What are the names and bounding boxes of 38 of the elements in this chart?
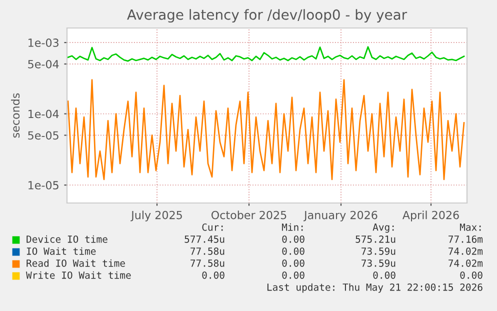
legend-label: Device IO time: [26, 235, 108, 243]
text: 77.16m: [448, 235, 483, 243]
text: Last update: Thu May 21 22:00:15 2026: [267, 283, 482, 293]
text: 77.58u: [190, 259, 224, 267]
legend-label: IO Wait time: [26, 247, 96, 255]
y-tick-label: 1e-03: [28, 38, 58, 47]
line-series: [67, 79, 465, 180]
text: 74.02m: [448, 247, 483, 255]
x-tick-label: July 2025: [130, 210, 182, 222]
chart-title: Average latency for /dev/loop0 - by year: [127, 9, 408, 23]
text: 575.21u: [356, 235, 396, 243]
text: Min:: [282, 223, 303, 231]
text: 73.59u: [362, 247, 396, 255]
text: 0.00: [373, 271, 396, 279]
text: 0.00: [202, 271, 224, 279]
legend-label: Read IO Wait time: [26, 259, 125, 267]
y-tick-label: 1e-05: [28, 181, 58, 190]
text: 74.02m: [448, 259, 483, 267]
text: 0.00: [282, 259, 304, 267]
text: 0.00: [460, 271, 482, 279]
y-tick-label: 5e-05: [28, 131, 58, 140]
legend-label: Write IO Wait time: [26, 271, 131, 279]
x-tick-label: April 2026: [402, 210, 459, 222]
text: Cur:: [202, 223, 223, 231]
x-tick-label: October 2025: [211, 210, 286, 220]
text: 73.59u: [362, 259, 396, 267]
x-tick-label: January 2026: [303, 210, 378, 222]
y-axis-title: seconds: [11, 93, 20, 138]
text: Avg:: [372, 224, 394, 233]
text: 0.00: [282, 271, 304, 279]
text: Max:: [460, 224, 481, 231]
text: 0.00: [282, 247, 304, 255]
text: 0.00: [282, 235, 304, 243]
text: 77.58u: [190, 247, 224, 255]
line-series: [67, 46, 465, 62]
y-tick-label: 1e-04: [28, 110, 59, 118]
y-tick-label: 5e-04: [28, 60, 59, 68]
text: 577.45u: [184, 236, 224, 243]
